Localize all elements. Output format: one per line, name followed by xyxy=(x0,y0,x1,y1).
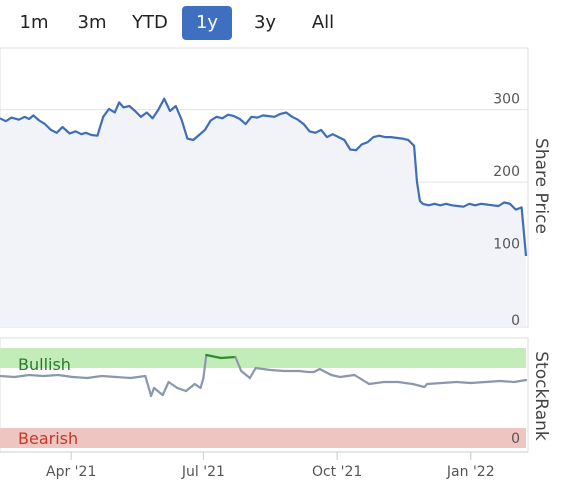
stockrank-segment xyxy=(28,373,45,378)
range-selector: 1m 3m YTD 1y 3y All xyxy=(0,4,568,40)
price-y-tick-100: 100 xyxy=(493,237,520,253)
stockrank-segment xyxy=(150,386,156,398)
stockrank-segment xyxy=(199,376,205,390)
stockrank-segment xyxy=(56,373,74,379)
date-axis: Apr '21 Jul '21 Oct '21 Jan '22 xyxy=(0,451,528,480)
stockrank-segment xyxy=(205,353,222,360)
price-y-tick-0: 0 xyxy=(511,313,520,329)
bullish-label: Bullish xyxy=(18,355,71,374)
stockrank-y-tick-0: 0 xyxy=(511,431,520,447)
price-y-tick-200: 200 xyxy=(493,164,520,180)
stockrank-axis-title: StockRank xyxy=(531,351,551,441)
range-tab-all[interactable]: All xyxy=(311,12,335,33)
stockrank-segment xyxy=(240,369,251,380)
stockrank-segment xyxy=(269,368,286,373)
range-tab-ytd[interactable]: YTD xyxy=(132,12,168,33)
stockrank-segment xyxy=(330,373,342,379)
price-series-line xyxy=(0,97,528,257)
range-tab-1m[interactable]: 1m xyxy=(19,12,49,33)
price-axis-title: Share Price xyxy=(531,138,551,234)
stockrank-segment xyxy=(368,380,385,386)
x-tick-label: Jan '22 xyxy=(446,464,495,480)
stockrank-segment xyxy=(219,355,237,360)
stockrank-segment xyxy=(484,379,501,384)
stockrank-segment xyxy=(176,386,188,393)
price-y-tick-300: 300 xyxy=(493,92,520,108)
price-area-fill xyxy=(0,98,526,327)
stockrank-segment xyxy=(129,374,147,380)
stockrank-segment xyxy=(100,374,118,379)
stockrank-panel: Bullish Bearish 0 StockRank xyxy=(0,337,551,453)
stockrank-segment xyxy=(469,380,487,385)
stockrank-segment xyxy=(338,373,356,379)
stockrank-segment xyxy=(71,375,89,380)
stockrank-segment xyxy=(254,366,272,372)
bearish-band xyxy=(0,428,526,448)
stockrank-segment xyxy=(202,353,208,380)
stockrank-segment xyxy=(144,374,153,398)
stockrank-segment xyxy=(397,380,414,386)
stockrank-segment xyxy=(0,374,16,379)
stockrank-segment xyxy=(167,380,179,390)
stockrank-segment xyxy=(498,379,516,384)
stockrank-segment xyxy=(86,374,103,380)
bearish-label: Bearish xyxy=(18,429,78,448)
x-tick-label: Jul '21 xyxy=(181,464,225,480)
stockrank-segment xyxy=(513,378,528,384)
stockrank-segment xyxy=(193,382,202,390)
range-tab-3m[interactable]: 3m xyxy=(77,12,107,33)
range-tab-1y[interactable]: 1y xyxy=(182,6,232,40)
stockrank-segment xyxy=(411,382,426,389)
stockrank-segment xyxy=(455,380,472,385)
stockrank-segment xyxy=(115,375,132,380)
stockrank-segment xyxy=(353,373,371,386)
x-tick-label: Oct '21 xyxy=(312,464,362,480)
stockrank-segment xyxy=(298,369,310,374)
stockrank-segment xyxy=(248,366,257,380)
x-tick-label: Apr '21 xyxy=(46,464,96,480)
range-tab-3y[interactable]: 3y xyxy=(253,12,277,33)
stockrank-segment xyxy=(13,373,31,379)
stockrank-segment xyxy=(152,386,164,397)
price-panel: 0 100 200 300 Share Price xyxy=(0,47,551,329)
stockrank-segment xyxy=(234,355,243,373)
stockrank-segment xyxy=(42,373,60,378)
bullish-band xyxy=(0,348,526,368)
stockrank-segment xyxy=(426,381,443,386)
stockrank-segment xyxy=(440,380,458,385)
stockrank-segment xyxy=(184,382,196,393)
stockrank-segment xyxy=(161,380,170,397)
